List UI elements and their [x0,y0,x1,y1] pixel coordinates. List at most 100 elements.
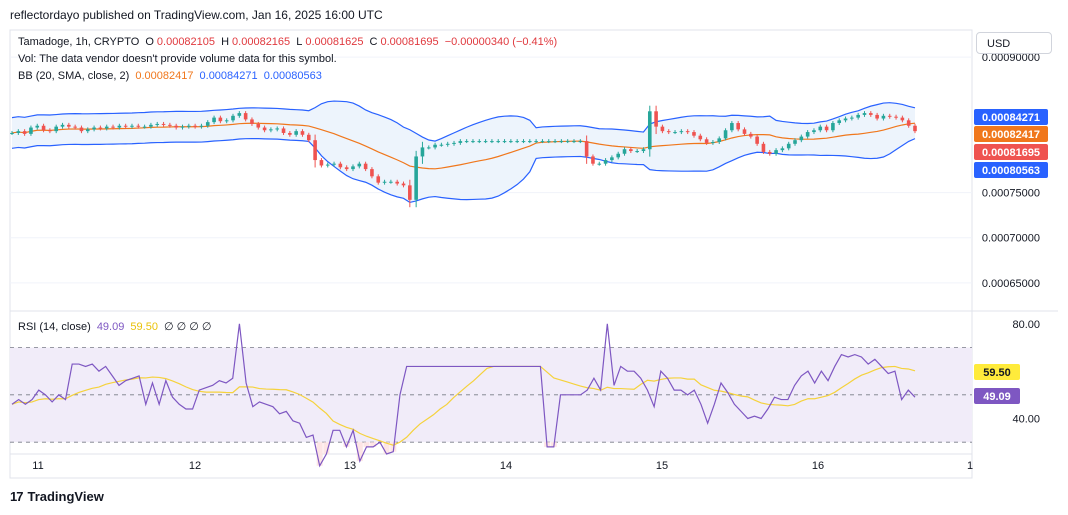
candle [231,113,235,123]
candle-body [887,115,892,117]
price-label-close [974,144,1048,160]
bb-band-fill [12,101,915,203]
candle-body [104,126,109,129]
rsi-value: 49.09 [96,321,125,333]
candle [439,142,444,147]
candle-body [622,149,627,154]
candle-body [269,129,273,131]
bb-label[interactable]: BB (20, SMA, close, 2) [18,70,130,82]
rsi-oversold-fill [343,442,350,447]
candle-body [262,127,267,131]
candle-body [130,125,134,127]
candle-body [35,125,40,128]
candle-body [357,163,362,167]
candle-body [578,141,583,143]
candle-body [193,125,197,127]
candle [799,134,804,143]
candle [205,120,210,128]
candle-body [382,181,387,183]
candle-body [521,141,526,143]
candle-body [363,163,368,170]
candle [767,149,772,156]
candle-body [868,113,873,115]
candle-body [572,141,576,143]
candle [862,111,867,117]
rsi-oversold-fill [370,442,377,447]
candle-body [243,113,248,120]
candle-body [306,134,311,141]
rsi-ma-line [11,365,916,446]
candle [887,113,892,119]
legend-l-label: L [296,36,303,48]
candle [79,125,84,134]
candle-body [60,124,65,127]
candle [401,181,406,188]
rsi-tick-label: 40.00 [1012,414,1040,426]
candle [218,115,223,124]
candle [111,124,115,130]
candle-body [477,141,482,143]
candle-body [351,166,355,170]
candle [130,123,134,129]
candle-body [629,149,633,152]
candle-body [540,141,545,143]
price-label-upper [974,109,1048,125]
candle-body [224,120,229,122]
candle [212,115,216,125]
candle-body [16,131,21,133]
candle-body [85,129,90,132]
candle-body [761,143,766,152]
candle-body [730,123,734,131]
legend-h-label: H [221,36,230,48]
candle [22,129,27,136]
candle [629,147,633,154]
candle [445,141,450,147]
candle [408,179,412,208]
candle [168,122,172,128]
brand-name: TradingView [27,489,104,504]
candle-body [610,157,614,161]
candle-body [256,123,261,128]
candle [117,123,122,130]
price-label-text-lower: 0.00080563 [982,165,1040,177]
candle-body [616,153,621,158]
candle-body [288,132,292,135]
candle-body [237,113,242,116]
candle-body [862,113,867,115]
candle [370,167,374,179]
candle-body [654,111,658,127]
candle-body [319,160,324,166]
candle [187,123,191,129]
candle [717,136,722,144]
candle [559,139,564,144]
candle [603,158,608,166]
currency-button[interactable]: USD [976,32,1052,54]
candle-body [894,116,898,118]
candle [711,140,715,145]
candle [793,138,797,146]
candle-body [117,125,122,128]
publisher-line: reflectordayo published on TradingView.c… [10,8,383,22]
legend-symbol[interactable]: Tamadoge, 1h, CRYPTO [18,36,140,48]
candle-body [376,176,381,183]
candle-body [231,115,235,121]
candle-body [767,151,772,154]
bb-basis-line [11,122,916,170]
candle-body [92,127,96,130]
candle-body [332,163,336,165]
candle-body [199,125,204,127]
candle-body [723,130,728,139]
candle [35,123,40,130]
candle-body [742,129,747,134]
rsi-label[interactable]: RSI (14, close) [18,321,91,333]
candle-body [666,131,671,133]
candle-body [597,163,602,165]
candle [496,139,501,144]
candle [597,161,602,166]
rsi-tick-label: 80.00 [1012,319,1040,331]
candle-body [300,131,305,135]
candle-body [528,141,532,143]
candle [142,124,147,129]
candle [894,114,898,120]
candle-body [692,132,696,136]
